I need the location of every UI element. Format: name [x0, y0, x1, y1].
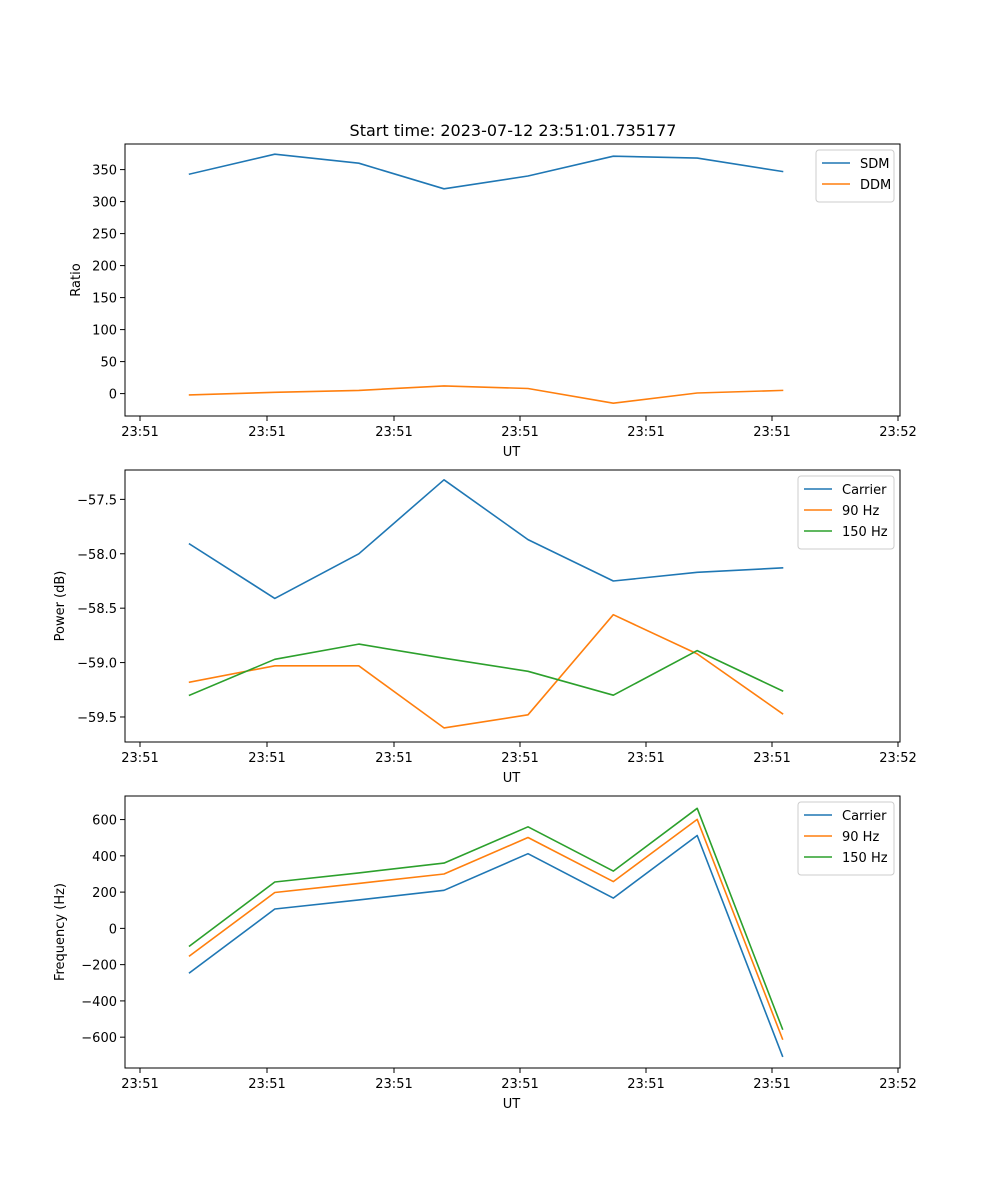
- series-line-carrier: [188, 478, 784, 600]
- legend-entry: SDM: [860, 157, 889, 172]
- x-tick-label: 23:51: [375, 751, 412, 766]
- series-line-150-hz: [188, 643, 784, 697]
- y-tick-label: −59.0: [77, 657, 117, 672]
- plot-frame: [124, 469, 901, 743]
- y-tick-label: 0: [109, 922, 117, 937]
- x-tick-label: 23:51: [501, 425, 538, 440]
- y-tick-label: −59.5: [77, 711, 117, 726]
- y-tick-label: 400: [92, 850, 117, 865]
- legend-entry: 150 Hz: [842, 525, 888, 540]
- legend-entry: 150 Hz: [842, 851, 888, 866]
- series-line-90-hz: [188, 818, 784, 1041]
- series-line-90-hz: [188, 613, 784, 729]
- legend: Carrier 90 Hz 150 Hz: [797, 801, 895, 876]
- y-axis-label: Power (dB): [53, 571, 68, 642]
- legend-entry: 90 Hz: [842, 504, 879, 519]
- series-line-carrier: [188, 834, 784, 1058]
- y-tick-label: 600: [92, 814, 117, 829]
- x-tick-label: 23:51: [375, 425, 412, 440]
- x-tick-label: 23:51: [248, 425, 285, 440]
- y-tick-label: 200: [92, 886, 117, 901]
- y-tick-label: −400: [81, 995, 117, 1010]
- x-tick-label: 23:51: [121, 751, 158, 766]
- legend-entry: Carrier: [842, 483, 887, 498]
- y-tick-label: 350: [92, 164, 117, 179]
- y-tick-label: −58.5: [77, 602, 117, 617]
- chart-panel-2: 23:51 23:51 23:51 23:51 23:51 23:51 23:52 −59.5…: [53, 469, 917, 786]
- x-tick-label: 23:51: [248, 751, 285, 766]
- x-tick-label: 23:51: [121, 1077, 158, 1092]
- x-tick-label: 23:51: [501, 751, 538, 766]
- x-tick-label: 23:52: [879, 1077, 916, 1092]
- y-tick-label: 150: [92, 292, 117, 307]
- x-tick-label: 23:51: [375, 1077, 412, 1092]
- plot-frame: [124, 795, 901, 1069]
- x-tick-label: 23:51: [627, 425, 664, 440]
- x-tick-label: 23:51: [753, 425, 790, 440]
- series-line-sdm: [188, 153, 784, 190]
- x-tick-label: 23:52: [879, 425, 916, 440]
- x-axis-label: UT: [503, 1097, 521, 1112]
- y-tick-label: 200: [92, 260, 117, 275]
- y-tick-label: 100: [92, 324, 117, 339]
- legend-entry: Carrier: [842, 809, 887, 824]
- x-tick-label: 23:51: [753, 751, 790, 766]
- chart-panel-3: 23:51 23:51 23:51 23:51 23:51 23:51 23:52 −600 −…: [53, 795, 917, 1112]
- y-tick-label: −58.0: [77, 548, 117, 563]
- x-axis-label: UT: [503, 445, 521, 460]
- y-axis-label: Frequency (Hz): [53, 883, 68, 981]
- y-tick-label: −57.5: [77, 493, 117, 508]
- series-line-150-hz: [188, 807, 784, 1031]
- x-axis-label: UT: [503, 771, 521, 786]
- x-tick-label: 23:51: [753, 1077, 790, 1092]
- y-tick-label: 50: [100, 356, 117, 371]
- legend-entry: 90 Hz: [842, 830, 879, 845]
- x-tick-label: 23:51: [248, 1077, 285, 1092]
- x-tick-label: 23:51: [627, 1077, 664, 1092]
- y-axis-label: Ratio: [69, 263, 84, 296]
- y-tick-label: 0: [109, 388, 117, 403]
- chart-panel-1: 23:51 23:51 23:51 23:51 23:51 23:51 23:52 0 50 10…: [69, 143, 917, 460]
- legend: SDM DDM: [815, 149, 895, 203]
- x-tick-label: 23:51: [121, 425, 158, 440]
- legend: Carrier 90 Hz 150 Hz: [797, 475, 895, 550]
- x-tick-label: 23:51: [627, 751, 664, 766]
- figure-title: Start time: 2023-07-12 23:51:01.735177: [350, 121, 677, 140]
- legend-entry: DDM: [860, 178, 891, 193]
- plot-frame: [124, 143, 901, 417]
- x-tick-label: 23:52: [879, 751, 916, 766]
- y-tick-label: 300: [92, 196, 117, 211]
- y-tick-label: −600: [81, 1031, 117, 1046]
- y-tick-label: −200: [81, 959, 117, 974]
- x-tick-label: 23:51: [501, 1077, 538, 1092]
- y-tick-label: 250: [92, 228, 117, 243]
- series-line-ddm: [188, 385, 784, 405]
